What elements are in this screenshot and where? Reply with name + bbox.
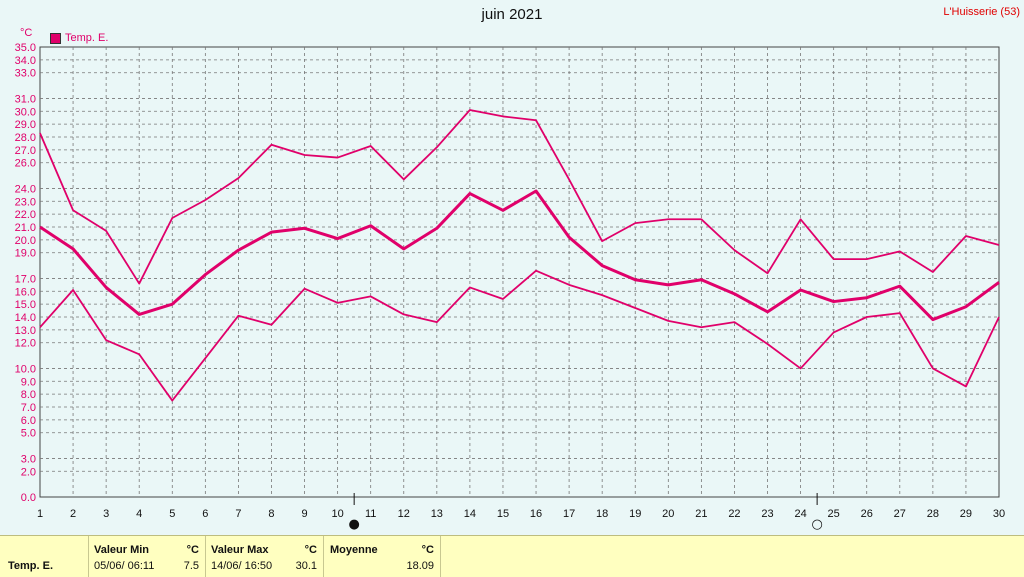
x-tick-label: 5 <box>169 508 175 520</box>
y-tick-label: 7.0 <box>21 402 36 414</box>
x-tick-label: 23 <box>761 508 773 520</box>
footer-min-cell: Valeur Min °C 05/06/ 06:11 7.5 <box>88 536 206 577</box>
x-tick-label: 18 <box>596 508 608 520</box>
series-line <box>39 269 1000 402</box>
y-tick-label: 13.0 <box>15 325 36 337</box>
y-tick-label: 19.0 <box>15 248 36 260</box>
plot-frame <box>39 46 1000 498</box>
legend: Temp. E. <box>50 32 108 44</box>
y-tick-label: 14.0 <box>15 312 36 324</box>
x-tick-label: 14 <box>464 508 476 520</box>
y-tick-label: 9.0 <box>21 376 36 388</box>
x-tick-label: 1 <box>37 508 43 520</box>
x-tick-label: 28 <box>927 508 939 520</box>
x-tick-label: 8 <box>268 508 274 520</box>
y-tick-label: 6.0 <box>21 415 36 427</box>
x-tick-label: 11 <box>365 508 376 520</box>
footer-series-label: Temp. E. <box>8 560 54 572</box>
max-value: 30.1 <box>295 560 317 572</box>
series-line <box>39 109 1000 285</box>
summary-footer: Temp. E. Valeur Min °C 05/06/ 06:11 7.5 … <box>0 535 1024 577</box>
y-tick-label: 21.0 <box>15 222 36 234</box>
x-tick-label: 21 <box>695 508 707 520</box>
max-unit: °C <box>304 544 317 556</box>
x-tick-label: 6 <box>202 508 208 520</box>
x-tick-label: 13 <box>431 508 443 520</box>
x-tick-label: 25 <box>828 508 840 520</box>
y-tick-label: 8.0 <box>21 389 36 401</box>
y-tick-label: 0.0 <box>21 492 36 504</box>
legend-label: Temp. E. <box>65 32 109 44</box>
y-tick-label: 22.0 <box>15 209 36 221</box>
y-tick-label: 5.0 <box>21 428 36 440</box>
x-tick-label: 4 <box>136 508 142 520</box>
legend-swatch <box>50 32 61 44</box>
x-tick-label: 30 <box>993 508 1005 520</box>
y-tick-label: 26.0 <box>15 158 36 170</box>
y-tick-label: 33.0 <box>15 68 36 80</box>
x-tick-label: 7 <box>235 508 241 520</box>
avg-header: Moyenne <box>330 544 378 556</box>
y-tick-label: 31.0 <box>15 93 36 105</box>
y-tick-label: 28.0 <box>15 132 36 144</box>
max-date: 14/06/ 16:50 <box>211 560 273 572</box>
y-tick-label: 29.0 <box>15 119 36 131</box>
station-name: L'Huisserie (53) <box>943 6 1020 18</box>
x-tick-label: 15 <box>497 508 509 520</box>
min-header: Valeur Min <box>94 544 150 556</box>
x-tick-label: 12 <box>398 508 410 520</box>
y-tick-label: 16.0 <box>15 286 36 298</box>
min-unit: °C <box>186 544 199 556</box>
y-tick-label: 20.0 <box>15 235 36 247</box>
marker-symbol: ● <box>348 517 359 532</box>
y-tick-label: 23.0 <box>15 196 36 208</box>
footer-series-cell: Temp. E. <box>0 536 89 577</box>
x-tick-label: 16 <box>530 508 542 520</box>
x-tick-label: 3 <box>103 508 109 520</box>
x-tick-label: 26 <box>861 508 873 520</box>
y-tick-label: 3.0 <box>21 453 36 465</box>
y-tick-label: 24.0 <box>15 183 36 195</box>
min-date: 05/06/ 06:11 <box>94 560 155 572</box>
x-tick-label: 27 <box>894 508 906 520</box>
x-tick-label: 9 <box>301 508 307 520</box>
x-tick-label: 24 <box>794 508 806 520</box>
max-header: Valeur Max <box>211 544 269 556</box>
min-value: 7.5 <box>183 560 199 572</box>
y-tick-label: 35.0 <box>15 42 36 54</box>
y-tick-label: 17.0 <box>15 273 36 285</box>
y-tick-label: 30.0 <box>15 106 36 118</box>
x-tick-label: 19 <box>629 508 641 520</box>
y-tick-label: 2.0 <box>21 466 36 478</box>
y-axis-unit: °C <box>20 27 33 39</box>
y-tick-label: 27.0 <box>15 145 36 157</box>
footer-avg-cell: Moyenne °C 18.09 <box>323 536 441 577</box>
avg-value: 18.09 <box>406 560 434 572</box>
line-chart: 0.0 2.03.0 5.06.07.08.09.010.0 12.013.014.0… <box>15 42 1006 532</box>
y-tick-label: 10.0 <box>15 363 36 375</box>
x-tick-label: 17 <box>563 508 575 520</box>
x-tick-label: 2 <box>70 508 76 520</box>
footer-max-cell: Valeur Max °C 14/06/ 16:50 30.1 <box>205 536 324 577</box>
marker-symbol: ○ <box>811 517 822 532</box>
y-tick-label: 34.0 <box>15 55 36 67</box>
y-tick-label: 15.0 <box>15 299 36 311</box>
y-tick-label: 12.0 <box>15 338 36 350</box>
avg-unit: °C <box>421 544 434 556</box>
chart-title: juin 2021 <box>481 6 543 23</box>
x-tick-label: 10 <box>331 508 343 520</box>
x-tick-label: 22 <box>728 508 740 520</box>
series-line <box>39 189 1000 322</box>
x-tick-label: 20 <box>662 508 674 520</box>
x-tick-label: 29 <box>960 508 972 520</box>
